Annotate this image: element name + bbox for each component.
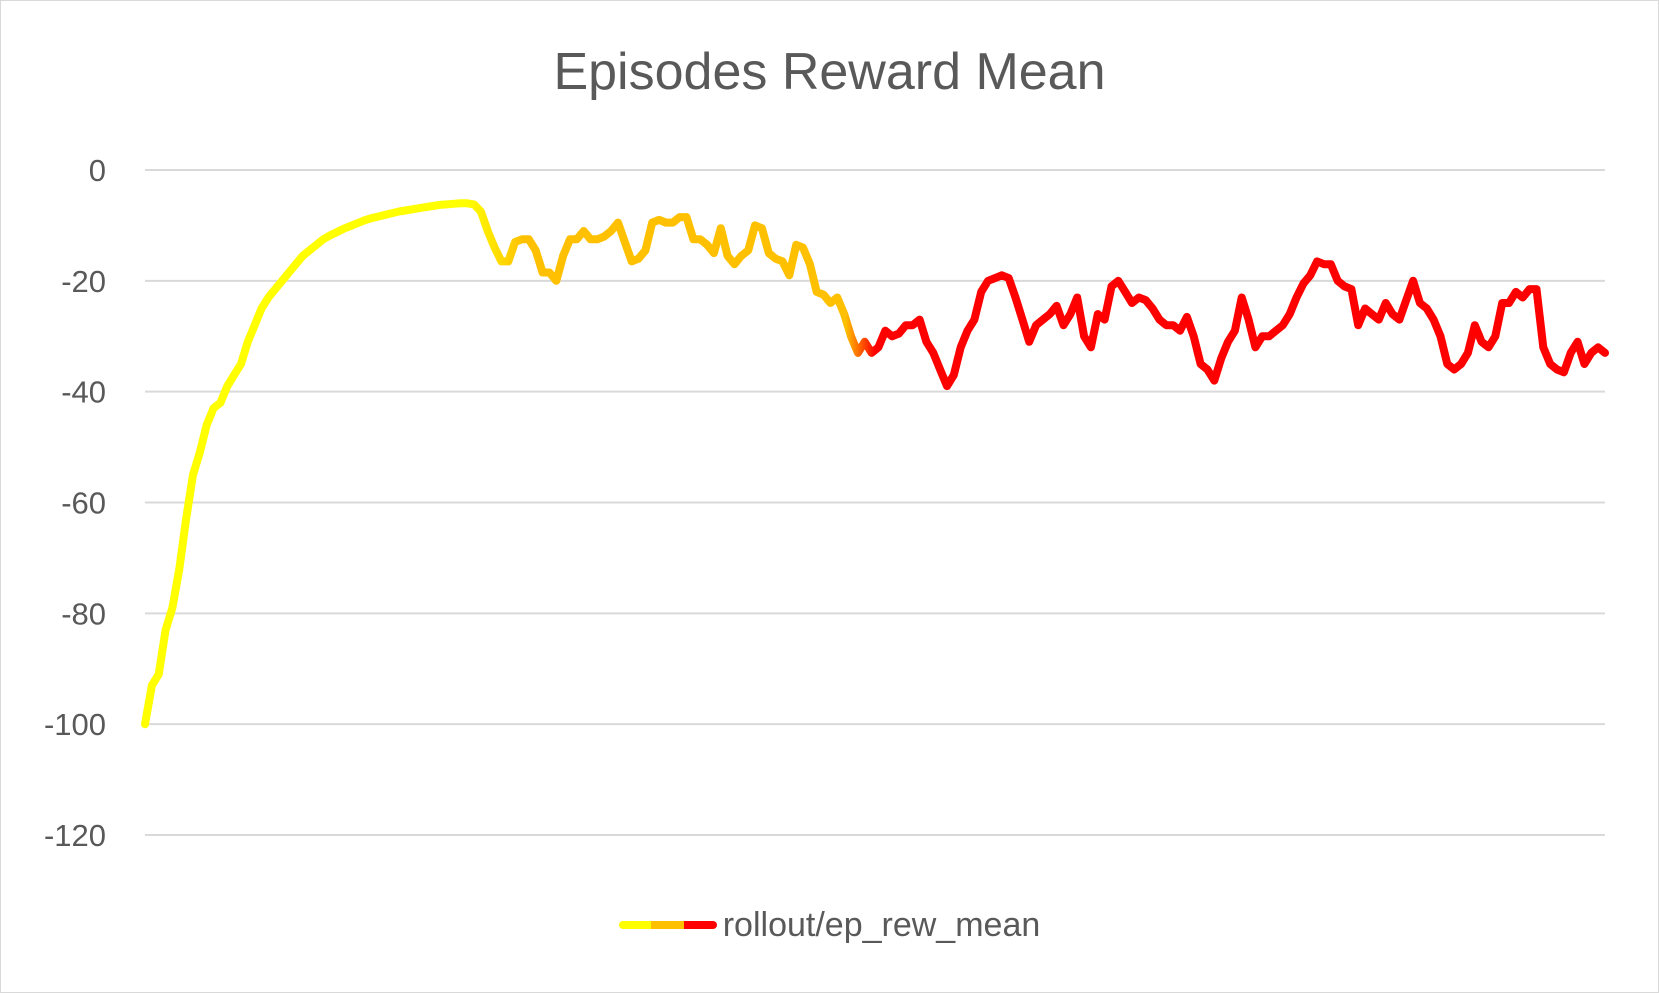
series-line xyxy=(141,199,1609,729)
legend-swatch xyxy=(618,921,717,929)
y-tick-label: -20 xyxy=(61,264,106,299)
y-tick-label: -60 xyxy=(61,486,106,521)
y-tick-label: -100 xyxy=(44,707,106,742)
series-group xyxy=(141,199,1609,729)
legend-swatch-orange xyxy=(651,921,685,929)
legend: rollout/ep_rew_mean xyxy=(0,903,1659,947)
legend-swatch-red xyxy=(684,921,717,929)
y-tick-label: -120 xyxy=(44,818,106,853)
gridlines xyxy=(145,169,1605,836)
chart-title: Episodes Reward Mean xyxy=(553,43,1106,101)
legend-label: rollout/ep_rew_mean xyxy=(722,905,1041,944)
y-tick-label: 0 xyxy=(89,153,106,188)
legend-swatch-yellow xyxy=(618,921,652,929)
y-tick-labels: 0 -20 -40 -60 -80 -100 -120 xyxy=(44,153,106,853)
y-tick-label: -80 xyxy=(61,596,106,631)
y-tick-label: -40 xyxy=(61,375,106,410)
